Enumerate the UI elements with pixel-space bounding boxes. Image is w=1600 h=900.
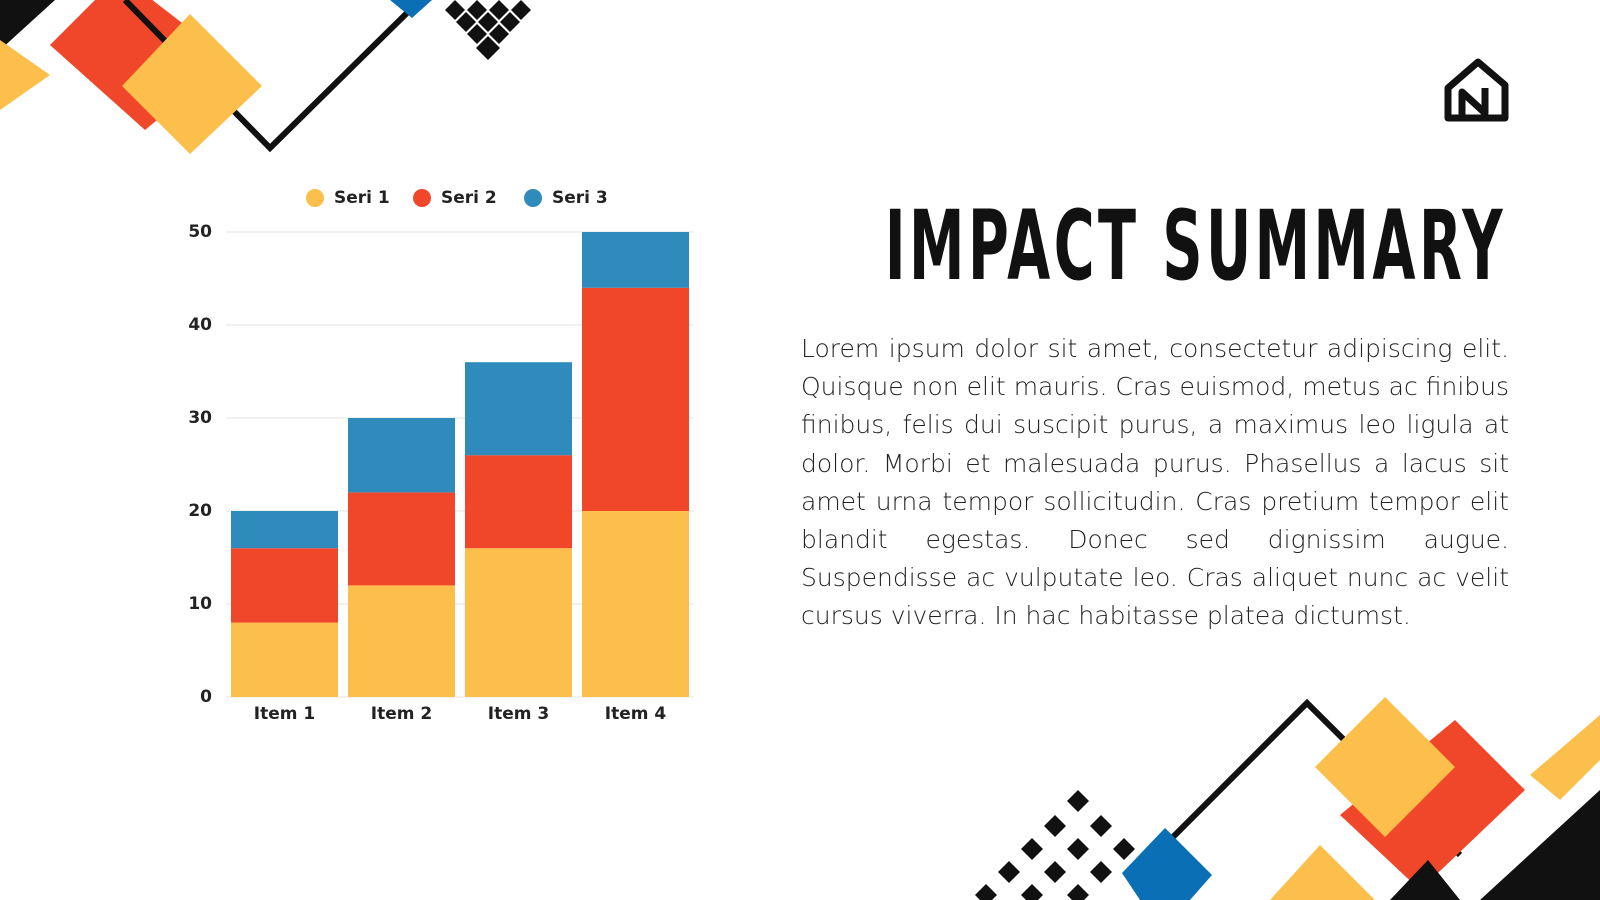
bar-segment <box>465 362 572 456</box>
y-tick-label: 20 <box>188 501 212 521</box>
x-tick-label: Item 2 <box>371 704 432 724</box>
bar-segment <box>582 232 689 288</box>
x-tick-label: Item 4 <box>605 704 667 724</box>
y-tick-label: 50 <box>188 222 212 242</box>
decor-top-left <box>0 0 531 154</box>
x-tick-label: Item 1 <box>254 704 315 724</box>
legend-label: Seri 3 <box>552 188 608 208</box>
logo <box>1444 58 1509 122</box>
bar-segment <box>348 418 455 493</box>
x-tick-label: Item 3 <box>488 704 549 724</box>
bar-segment <box>465 548 572 697</box>
bar-segment <box>231 548 338 623</box>
y-tick-label: 10 <box>188 594 212 614</box>
legend-swatch <box>524 189 542 207</box>
bar-segment <box>465 455 572 549</box>
y-tick-label: 40 <box>188 315 212 335</box>
bar-segment <box>582 511 689 697</box>
y-tick-label: 0 <box>200 687 212 707</box>
bar-segment <box>348 492 455 586</box>
bar-segment <box>348 585 455 697</box>
legend-swatch <box>413 189 431 207</box>
bar-segment <box>582 287 689 511</box>
y-tick-label: 30 <box>188 408 212 428</box>
bar-segment <box>231 622 338 697</box>
legend-label: Seri 1 <box>334 188 390 208</box>
bar-segment <box>231 511 338 549</box>
slide-title: IMPACT SUMMARY <box>884 190 1506 302</box>
legend-swatch <box>306 189 324 207</box>
decor-bottom-right <box>975 697 1600 900</box>
slide-body: Lorem ipsum dolor sit amet, consectetur … <box>801 334 1509 631</box>
legend-label: Seri 2 <box>441 188 497 208</box>
